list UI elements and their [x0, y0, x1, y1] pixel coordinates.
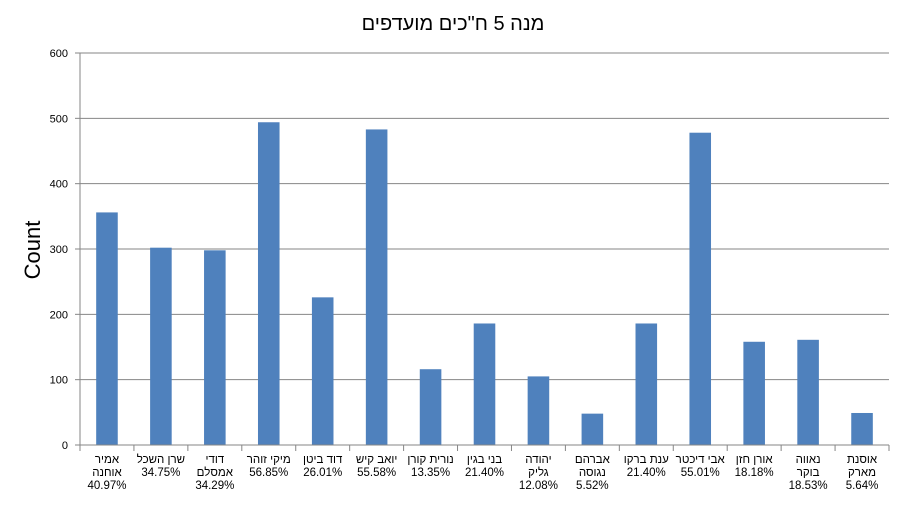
x-category-name: דוד ביטן: [303, 454, 343, 466]
x-category-name: בני בגין: [467, 454, 502, 466]
y-tick-label: 500: [50, 113, 68, 125]
x-category-name: אוסנת: [847, 454, 878, 466]
x-category-percent: 34.75%: [141, 467, 180, 479]
y-axis-label: Count: [20, 221, 45, 280]
y-tick-label: 0: [62, 440, 68, 452]
y-tick-label: 100: [50, 375, 68, 387]
bar-10: [635, 323, 658, 445]
x-category-name: יואב קיש: [356, 454, 397, 466]
x-category-percent: 13.35%: [411, 467, 450, 479]
x-category-percent: 55.58%: [357, 467, 396, 479]
x-category-name: בוקר: [797, 467, 820, 479]
x-category-name: אוחנה: [92, 467, 122, 479]
x-category-name: מארק: [848, 467, 876, 479]
y-axis-ticks: 0 100 200 300 400 500 600: [50, 48, 80, 452]
x-category-name: דודי: [205, 454, 224, 466]
chart-title: מנה 5 ח"כים מועדפים: [362, 13, 545, 35]
bar-13: [797, 339, 819, 445]
x-category-name: אורן חזן: [736, 454, 774, 466]
x-category-percent: 21.40%: [627, 467, 666, 479]
bar-6: [419, 369, 442, 445]
bars: [96, 122, 873, 446]
x-category-percent: 55.01%: [681, 467, 720, 479]
x-category-name: אמסלם: [197, 466, 234, 479]
axes: [79, 53, 890, 451]
x-category-percent: 18.53%: [789, 480, 828, 492]
x-category-percent: 56.85%: [249, 467, 288, 479]
x-category-percent: 26.01%: [303, 467, 342, 479]
x-category-percent: 40.97%: [87, 480, 126, 492]
x-category-name: נאווה: [796, 454, 821, 466]
x-category-name: נורית קורן: [407, 454, 453, 466]
x-category-name: יהודה: [525, 454, 551, 466]
x-category-name: נגוסה: [579, 467, 606, 479]
bar-4: [311, 297, 334, 445]
x-category-name: ענת ברקו: [624, 454, 669, 466]
x-category-name: מיקי זוהר: [247, 454, 291, 466]
x-category-percent: 34.29%: [195, 480, 234, 492]
x-category-name: אמיר: [95, 454, 120, 466]
bar-14: [851, 412, 873, 445]
bar-0: [96, 212, 118, 445]
x-category-percent: 5.52%: [576, 480, 609, 492]
x-category-percent: 18.18%: [735, 467, 774, 479]
y-tick-label: 400: [50, 179, 68, 191]
bar-7: [473, 323, 496, 445]
bar-2: [204, 250, 226, 445]
bar-12: [743, 341, 765, 445]
x-category-percent: 12.08%: [519, 480, 558, 492]
bar-9: [581, 413, 604, 445]
x-category-name: שרן השכל: [137, 453, 185, 466]
bar-1: [150, 247, 172, 445]
y-tick-label: 600: [50, 48, 68, 60]
y-tick-label: 300: [50, 244, 68, 256]
x-category-percent: 5.64%: [846, 480, 879, 492]
x-category-name: אבי דיכטר: [676, 454, 726, 466]
x-category-name: גליק: [528, 466, 549, 479]
bar-3: [257, 122, 280, 446]
y-tick-label: 200: [50, 309, 68, 321]
x-category-percent: 21.40%: [465, 467, 504, 479]
bar-8: [527, 376, 550, 445]
x-category-name: אברהם: [575, 454, 611, 466]
bar-11: [689, 132, 712, 445]
bar-5: [365, 129, 388, 445]
